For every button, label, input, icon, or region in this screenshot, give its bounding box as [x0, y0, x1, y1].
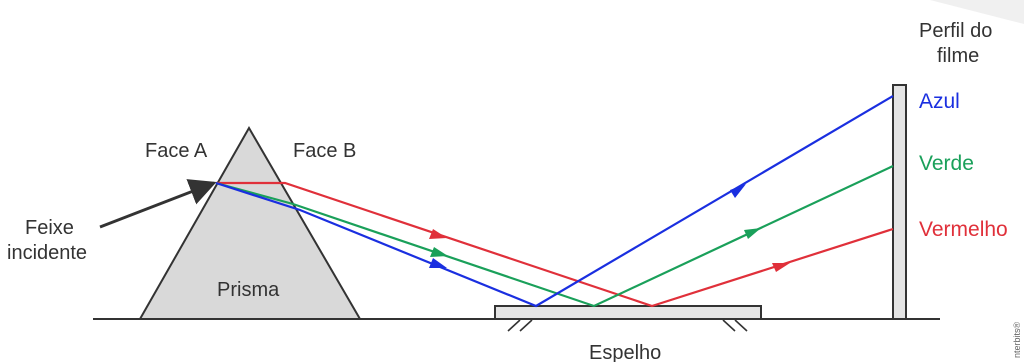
- mirror-supports: [507, 319, 748, 332]
- film-profile: [892, 84, 907, 320]
- red-arrow-head: [429, 229, 447, 239]
- green-ray: [215, 165, 894, 308]
- blue-arrow-head: [429, 258, 447, 268]
- red-arrow-head-reflected: [772, 263, 790, 272]
- color-label-vermelho: Vermelho: [919, 218, 1008, 241]
- face-b-label: Face B: [293, 140, 356, 162]
- prism-label: Prisma: [217, 279, 280, 301]
- incident-beam-label-line1: Feixe: [25, 217, 74, 239]
- face-a-label: Face A: [145, 140, 208, 162]
- color-label-azul: Azul: [919, 90, 960, 113]
- prism: [138, 125, 362, 320]
- mirror-label: Espelho: [589, 342, 661, 362]
- green-arrow-head: [430, 247, 448, 257]
- corner-decoration: [880, 0, 1024, 24]
- incident-beam-label-line2: incidente: [7, 242, 87, 264]
- blue-arrow-head-reflected: [730, 184, 746, 198]
- mirror: [494, 305, 762, 320]
- color-label-verde: Verde: [919, 152, 974, 175]
- film-profile-label-line1: Perfil do: [919, 20, 992, 42]
- red-ray: [216, 181, 894, 308]
- green-arrow-head-reflected: [744, 228, 761, 239]
- credit-watermark: nterbits®: [1012, 321, 1022, 358]
- film-profile-label-line2: filme: [937, 45, 979, 67]
- incident-beam: [99, 179, 217, 229]
- blue-ray: [215, 95, 894, 308]
